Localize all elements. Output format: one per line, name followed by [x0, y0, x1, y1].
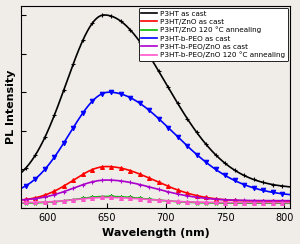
P3HT-b-PEO/ZnO as cast [289, 199, 292, 202]
P3HT-b-PEO/ZnO 120 °C annealing [148, 198, 151, 201]
P3HT-b-PEO/ZnO 120 °C annealing [105, 196, 108, 199]
P3HT/ZnO 120 °C annealing [149, 198, 153, 201]
P3HT/ZnO 120 °C annealing [166, 199, 169, 202]
P3HT/ZnO as cast [289, 200, 292, 203]
P3HT-b-PEO/ZnO as cast [180, 193, 184, 196]
P3HT-b-PEO/ZnO as cast [19, 198, 23, 201]
Line: P3HT-b-PEO as cast: P3HT-b-PEO as cast [21, 92, 290, 195]
P3HT as cast [283, 185, 286, 188]
P3HT as cast [148, 55, 151, 58]
P3HT/ZnO as cast [180, 190, 184, 193]
P3HT-b-PEO/ZnO 120 °C annealing [241, 201, 244, 204]
Line: P3HT/ZnO as cast: P3HT/ZnO as cast [21, 166, 290, 201]
P3HT/ZnO 120 °C annealing [105, 195, 108, 198]
Line: P3HT-b-PEO/ZnO as cast: P3HT-b-PEO/ZnO as cast [21, 180, 290, 201]
P3HT/ZnO as cast [241, 199, 244, 202]
P3HT-b-PEO/ZnO 120 °C annealing [289, 201, 292, 204]
P3HT/ZnO 120 °C annealing [148, 198, 151, 201]
P3HT-b-PEO as cast [148, 109, 151, 112]
Line: P3HT-b-PEO/ZnO 120 °C annealing: P3HT-b-PEO/ZnO 120 °C annealing [21, 197, 290, 203]
P3HT as cast [102, 13, 106, 16]
P3HT/ZnO 120 °C annealing [180, 200, 184, 203]
X-axis label: Wavelength (nm): Wavelength (nm) [102, 228, 210, 238]
P3HT-b-PEO/ZnO as cast [148, 185, 151, 188]
P3HT-b-PEO/ZnO as cast [149, 186, 153, 189]
P3HT-b-PEO as cast [166, 125, 169, 128]
P3HT-b-PEO/ZnO as cast [105, 179, 108, 182]
P3HT/ZnO 120 °C annealing [283, 202, 286, 205]
P3HT/ZnO as cast [19, 199, 23, 202]
P3HT-b-PEO/ZnO 120 °C annealing [149, 198, 153, 201]
P3HT/ZnO as cast [148, 177, 151, 180]
P3HT-b-PEO/ZnO 120 °C annealing [283, 201, 286, 204]
P3HT/ZnO as cast [149, 177, 153, 180]
Line: P3HT as cast: P3HT as cast [21, 15, 290, 187]
P3HT-b-PEO/ZnO as cast [166, 190, 169, 193]
P3HT-b-PEO as cast [19, 187, 23, 190]
P3HT as cast [241, 173, 244, 176]
P3HT as cast [19, 171, 23, 174]
P3HT-b-PEO as cast [241, 183, 244, 185]
P3HT/ZnO 120 °C annealing [241, 202, 244, 205]
P3HT/ZnO as cast [166, 184, 169, 187]
P3HT/ZnO 120 °C annealing [289, 202, 292, 205]
P3HT-b-PEO as cast [283, 193, 286, 195]
Y-axis label: PL Intensity: PL Intensity [6, 70, 16, 144]
P3HT as cast [149, 57, 153, 60]
P3HT/ZnO as cast [283, 200, 286, 203]
P3HT/ZnO as cast [105, 165, 108, 168]
P3HT-b-PEO/ZnO as cast [283, 199, 286, 202]
P3HT-b-PEO/ZnO 120 °C annealing [166, 199, 169, 202]
P3HT-b-PEO as cast [149, 111, 153, 113]
P3HT/ZnO 120 °C annealing [19, 202, 23, 204]
Legend: P3HT as cast, P3HT/ZnO as cast, P3HT/ZnO 120 °C annealing, P3HT-b-PEO as cast, P: P3HT as cast, P3HT/ZnO as cast, P3HT/ZnO… [139, 8, 288, 61]
P3HT-b-PEO/ZnO 120 °C annealing [19, 201, 23, 204]
P3HT as cast [180, 109, 184, 112]
P3HT-b-PEO as cast [107, 91, 111, 94]
P3HT-b-PEO/ZnO as cast [241, 199, 244, 202]
P3HT-b-PEO/ZnO 120 °C annealing [180, 200, 184, 203]
P3HT-b-PEO as cast [289, 193, 292, 196]
P3HT as cast [166, 84, 169, 87]
Line: P3HT/ZnO 120 °C annealing: P3HT/ZnO 120 °C annealing [21, 196, 290, 203]
P3HT as cast [289, 185, 292, 188]
P3HT-b-PEO as cast [180, 139, 184, 142]
